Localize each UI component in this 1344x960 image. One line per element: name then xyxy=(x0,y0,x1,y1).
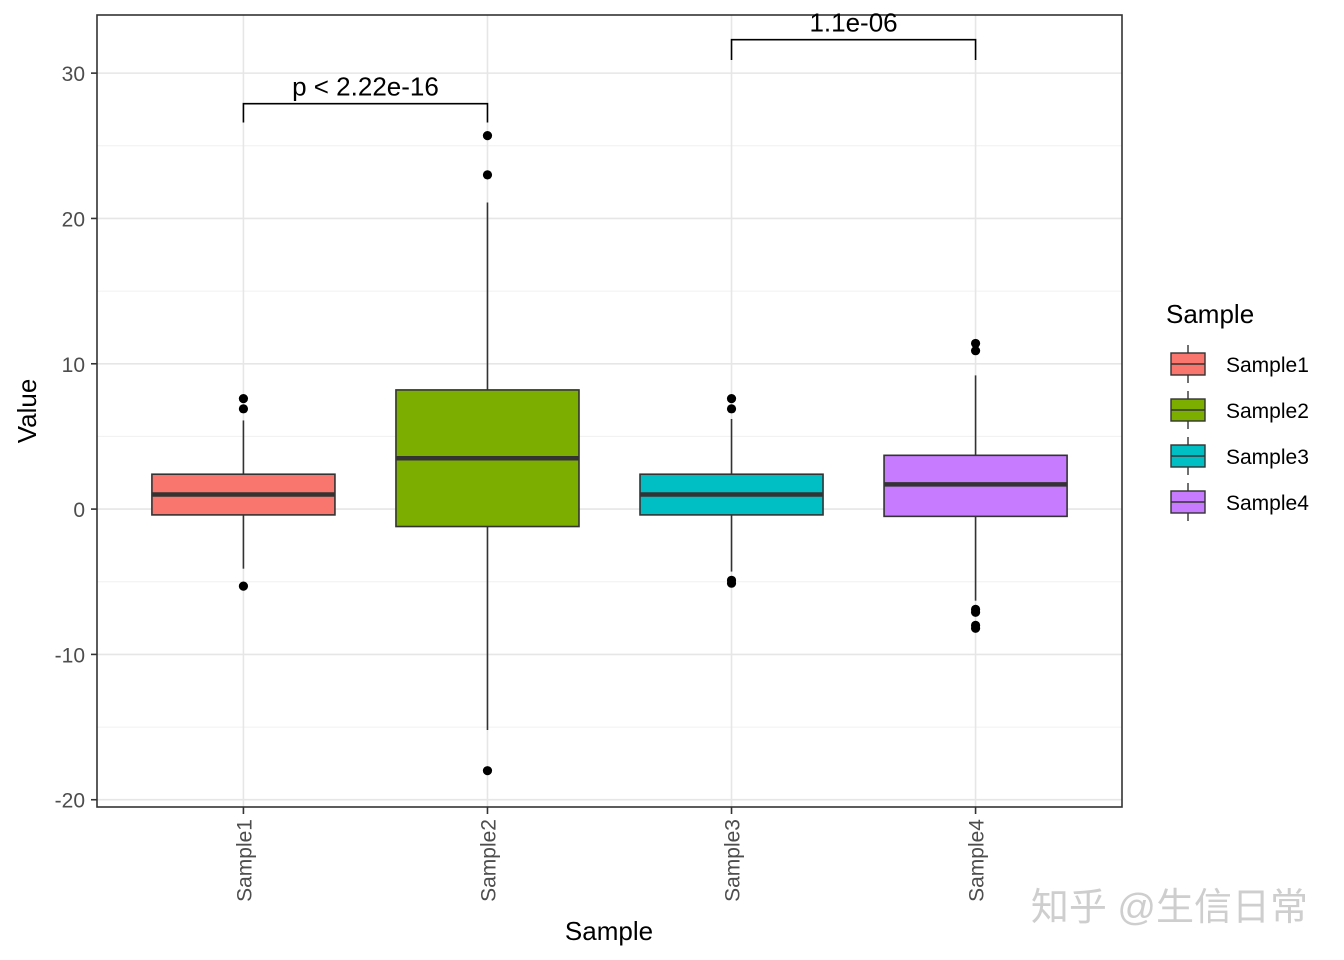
legend-label: Sample3 xyxy=(1226,446,1309,469)
outlier-point xyxy=(726,394,737,404)
outlier-point xyxy=(726,578,737,588)
outlier-point xyxy=(970,346,981,356)
box-sample2 xyxy=(395,131,580,776)
y-tick-label: 30 xyxy=(62,63,85,86)
p-value-label: p < 2.22e-16 xyxy=(292,72,439,102)
y-tick-label: -10 xyxy=(55,644,85,667)
outlier-point xyxy=(726,404,737,414)
legend-item-sample3: Sample3 xyxy=(1170,437,1309,475)
box-sample4 xyxy=(883,338,1068,633)
outlier-point xyxy=(238,581,249,591)
legend-label: Sample1 xyxy=(1226,354,1309,377)
outlier-point xyxy=(482,170,493,180)
legend-title: Sample xyxy=(1166,299,1254,329)
y-tick-label: 0 xyxy=(73,499,85,522)
comparison-bracket xyxy=(242,102,489,123)
significance-brackets: p < 2.22e-16 1.1e-06 xyxy=(242,8,977,123)
outlier-point xyxy=(238,394,249,404)
x-tick-label: Sample3 xyxy=(722,819,745,902)
outlier-point xyxy=(238,404,249,414)
legend-item-sample2: Sample2 xyxy=(1170,391,1309,429)
x-tick-label: Sample4 xyxy=(966,819,989,902)
y-tick-label: 10 xyxy=(62,354,85,377)
y-tick-label: -20 xyxy=(55,790,85,813)
y-axis-title: Value xyxy=(12,379,42,444)
y-tick-label: 20 xyxy=(62,208,85,231)
plot-panel-border xyxy=(96,14,1123,808)
grid-lines xyxy=(97,15,1122,807)
comparison-bracket xyxy=(730,38,977,61)
x-tick-label: Sample1 xyxy=(233,819,256,902)
y-axis: -20 -10 0 10 20 30 xyxy=(55,63,97,813)
x-axis: Sample1 Sample2 Sample3 Sample4 xyxy=(233,807,989,902)
legend-label: Sample4 xyxy=(1226,492,1309,515)
boxes xyxy=(151,131,1068,776)
box-sample1 xyxy=(151,394,336,591)
box-sample3 xyxy=(639,394,824,588)
p-value-label: 1.1e-06 xyxy=(809,8,897,38)
legend-label: Sample2 xyxy=(1226,400,1309,423)
outlier-point xyxy=(970,338,981,349)
legend: Sample Sample1 Sample2 Sample3 Sample4 xyxy=(1166,299,1309,521)
outlier-point xyxy=(482,131,493,141)
legend-item-sample4: Sample4 xyxy=(1170,483,1309,521)
watermark: 知乎 @生信日常 xyxy=(1031,887,1308,929)
x-axis-title: Sample xyxy=(565,916,653,946)
outlier-point xyxy=(970,623,981,633)
legend-item-sample1: Sample1 xyxy=(1170,345,1309,383)
outlier-point xyxy=(482,766,493,776)
x-tick-label: Sample2 xyxy=(477,819,500,902)
outlier-point xyxy=(970,607,981,617)
